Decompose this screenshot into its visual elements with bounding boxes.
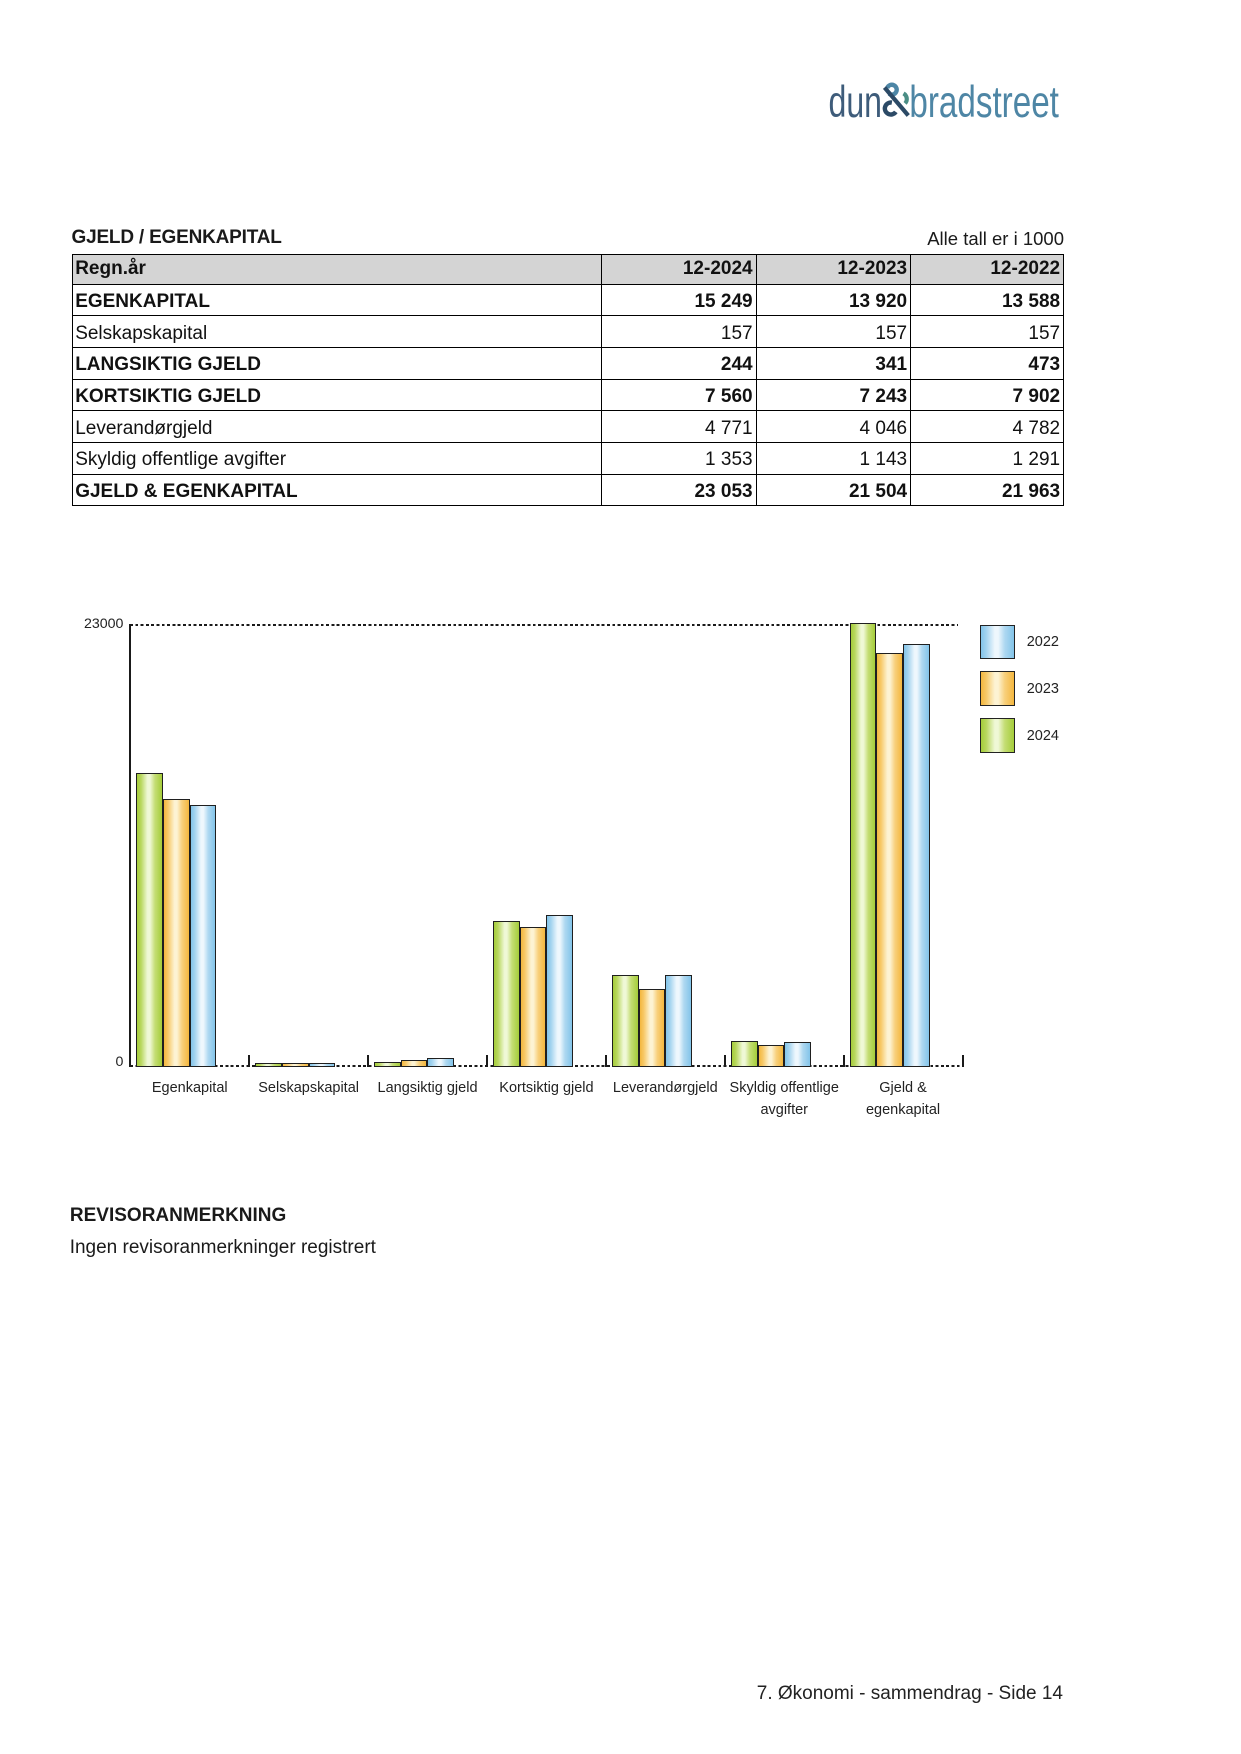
svg-text:bradstreet: bradstreet xyxy=(909,78,1059,126)
svg-text:dun: dun xyxy=(829,78,882,126)
